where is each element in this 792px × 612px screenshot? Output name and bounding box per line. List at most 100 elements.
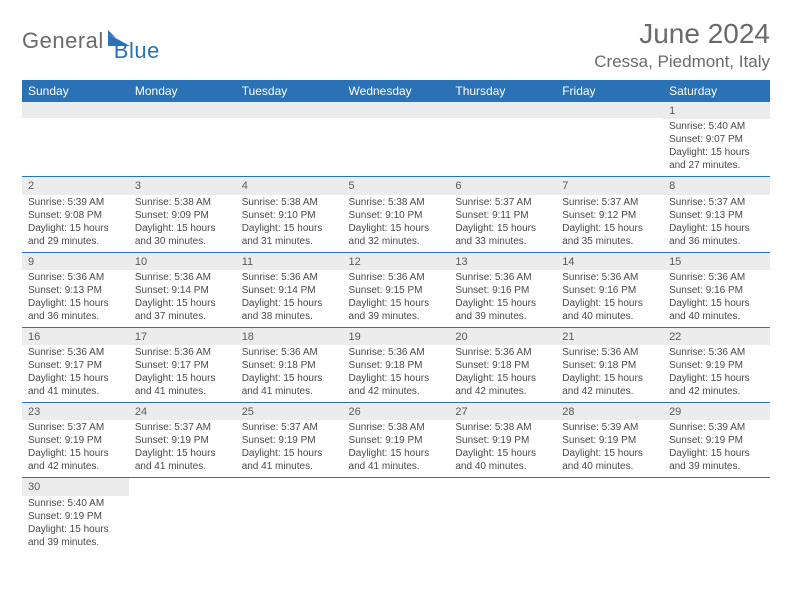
empty-daynum bbox=[22, 102, 129, 118]
daylight-line-2: and 27 minutes. bbox=[669, 159, 764, 172]
calendar-cell bbox=[343, 102, 450, 177]
sunrise-line: Sunrise: 5:36 AM bbox=[28, 271, 123, 284]
day-content: Sunrise: 5:38 AMSunset: 9:19 PMDaylight:… bbox=[343, 420, 450, 477]
sunrise-line: Sunrise: 5:39 AM bbox=[28, 196, 123, 209]
calendar-cell: 22Sunrise: 5:36 AMSunset: 9:19 PMDayligh… bbox=[663, 327, 770, 402]
sunrise-line: Sunrise: 5:36 AM bbox=[562, 271, 657, 284]
day-content: Sunrise: 5:37 AMSunset: 9:11 PMDaylight:… bbox=[449, 195, 556, 252]
weekday-header: Wednesday bbox=[343, 80, 450, 102]
daylight-line-1: Daylight: 15 hours bbox=[349, 372, 444, 385]
sunset-line: Sunset: 9:19 PM bbox=[669, 434, 764, 447]
empty-daynum bbox=[556, 102, 663, 118]
day-content: Sunrise: 5:36 AMSunset: 9:14 PMDaylight:… bbox=[129, 270, 236, 327]
daylight-line-1: Daylight: 15 hours bbox=[242, 222, 337, 235]
sunrise-line: Sunrise: 5:37 AM bbox=[28, 421, 123, 434]
sunrise-line: Sunrise: 5:36 AM bbox=[242, 346, 337, 359]
calendar-cell: 28Sunrise: 5:39 AMSunset: 9:19 PMDayligh… bbox=[556, 403, 663, 478]
sunrise-line: Sunrise: 5:36 AM bbox=[349, 346, 444, 359]
calendar-row: 23Sunrise: 5:37 AMSunset: 9:19 PMDayligh… bbox=[22, 403, 770, 478]
calendar-cell: 19Sunrise: 5:36 AMSunset: 9:18 PMDayligh… bbox=[343, 327, 450, 402]
daylight-line-2: and 41 minutes. bbox=[349, 460, 444, 473]
day-number: 20 bbox=[449, 328, 556, 345]
day-content: Sunrise: 5:40 AMSunset: 9:19 PMDaylight:… bbox=[22, 496, 129, 553]
sunset-line: Sunset: 9:19 PM bbox=[28, 510, 123, 523]
calendar-cell: 24Sunrise: 5:37 AMSunset: 9:19 PMDayligh… bbox=[129, 403, 236, 478]
empty-daynum bbox=[343, 102, 450, 118]
daylight-line-2: and 41 minutes. bbox=[28, 385, 123, 398]
sunset-line: Sunset: 9:19 PM bbox=[562, 434, 657, 447]
calendar-cell: 23Sunrise: 5:37 AMSunset: 9:19 PMDayligh… bbox=[22, 403, 129, 478]
daylight-line-1: Daylight: 15 hours bbox=[562, 447, 657, 460]
daylight-line-1: Daylight: 15 hours bbox=[669, 372, 764, 385]
day-number: 19 bbox=[343, 328, 450, 345]
calendar-row: 16Sunrise: 5:36 AMSunset: 9:17 PMDayligh… bbox=[22, 327, 770, 402]
day-content: Sunrise: 5:38 AMSunset: 9:19 PMDaylight:… bbox=[449, 420, 556, 477]
sunrise-line: Sunrise: 5:36 AM bbox=[669, 271, 764, 284]
day-number: 10 bbox=[129, 253, 236, 270]
daylight-line-2: and 39 minutes. bbox=[28, 536, 123, 549]
daylight-line-2: and 39 minutes. bbox=[349, 310, 444, 323]
calendar-cell: 6Sunrise: 5:37 AMSunset: 9:11 PMDaylight… bbox=[449, 177, 556, 252]
daylight-line-1: Daylight: 15 hours bbox=[562, 372, 657, 385]
calendar-cell bbox=[449, 102, 556, 177]
day-content: Sunrise: 5:39 AMSunset: 9:19 PMDaylight:… bbox=[663, 420, 770, 477]
calendar-row: 1Sunrise: 5:40 AMSunset: 9:07 PMDaylight… bbox=[22, 102, 770, 177]
day-content: Sunrise: 5:36 AMSunset: 9:18 PMDaylight:… bbox=[449, 345, 556, 402]
day-content: Sunrise: 5:36 AMSunset: 9:14 PMDaylight:… bbox=[236, 270, 343, 327]
daylight-line-1: Daylight: 15 hours bbox=[242, 372, 337, 385]
day-number: 9 bbox=[22, 253, 129, 270]
day-number: 23 bbox=[22, 403, 129, 420]
sunrise-line: Sunrise: 5:36 AM bbox=[455, 346, 550, 359]
daylight-line-2: and 30 minutes. bbox=[135, 235, 230, 248]
sunset-line: Sunset: 9:19 PM bbox=[135, 434, 230, 447]
daylight-line-2: and 41 minutes. bbox=[242, 460, 337, 473]
calendar-cell: 15Sunrise: 5:36 AMSunset: 9:16 PMDayligh… bbox=[663, 252, 770, 327]
day-number: 11 bbox=[236, 253, 343, 270]
calendar-cell bbox=[236, 478, 343, 553]
sunrise-line: Sunrise: 5:36 AM bbox=[242, 271, 337, 284]
daylight-line-2: and 33 minutes. bbox=[455, 235, 550, 248]
calendar-cell: 29Sunrise: 5:39 AMSunset: 9:19 PMDayligh… bbox=[663, 403, 770, 478]
sunset-line: Sunset: 9:19 PM bbox=[669, 359, 764, 372]
sunset-line: Sunset: 9:17 PM bbox=[135, 359, 230, 372]
sunset-line: Sunset: 9:10 PM bbox=[349, 209, 444, 222]
sunset-line: Sunset: 9:15 PM bbox=[349, 284, 444, 297]
calendar-cell: 25Sunrise: 5:37 AMSunset: 9:19 PMDayligh… bbox=[236, 403, 343, 478]
sunrise-line: Sunrise: 5:37 AM bbox=[562, 196, 657, 209]
day-content: Sunrise: 5:36 AMSunset: 9:13 PMDaylight:… bbox=[22, 270, 129, 327]
daylight-line-1: Daylight: 15 hours bbox=[28, 523, 123, 536]
daylight-line-1: Daylight: 15 hours bbox=[242, 447, 337, 460]
daylight-line-1: Daylight: 15 hours bbox=[135, 447, 230, 460]
day-content: Sunrise: 5:36 AMSunset: 9:18 PMDaylight:… bbox=[343, 345, 450, 402]
calendar-cell: 10Sunrise: 5:36 AMSunset: 9:14 PMDayligh… bbox=[129, 252, 236, 327]
calendar-cell bbox=[556, 478, 663, 553]
daylight-line-2: and 29 minutes. bbox=[28, 235, 123, 248]
sunset-line: Sunset: 9:07 PM bbox=[669, 133, 764, 146]
day-number: 21 bbox=[556, 328, 663, 345]
calendar-cell: 18Sunrise: 5:36 AMSunset: 9:18 PMDayligh… bbox=[236, 327, 343, 402]
day-content: Sunrise: 5:36 AMSunset: 9:16 PMDaylight:… bbox=[449, 270, 556, 327]
sunrise-line: Sunrise: 5:37 AM bbox=[669, 196, 764, 209]
sunrise-line: Sunrise: 5:38 AM bbox=[349, 421, 444, 434]
calendar-cell: 5Sunrise: 5:38 AMSunset: 9:10 PMDaylight… bbox=[343, 177, 450, 252]
day-content: Sunrise: 5:38 AMSunset: 9:10 PMDaylight:… bbox=[343, 195, 450, 252]
day-number: 28 bbox=[556, 403, 663, 420]
daylight-line-1: Daylight: 15 hours bbox=[349, 222, 444, 235]
daylight-line-1: Daylight: 15 hours bbox=[28, 297, 123, 310]
sunrise-line: Sunrise: 5:36 AM bbox=[349, 271, 444, 284]
day-content: Sunrise: 5:36 AMSunset: 9:15 PMDaylight:… bbox=[343, 270, 450, 327]
day-content: Sunrise: 5:36 AMSunset: 9:17 PMDaylight:… bbox=[22, 345, 129, 402]
sunrise-line: Sunrise: 5:38 AM bbox=[242, 196, 337, 209]
daylight-line-2: and 42 minutes. bbox=[349, 385, 444, 398]
calendar-cell: 16Sunrise: 5:36 AMSunset: 9:17 PMDayligh… bbox=[22, 327, 129, 402]
empty-daynum bbox=[449, 102, 556, 118]
day-number: 15 bbox=[663, 253, 770, 270]
sunset-line: Sunset: 9:12 PM bbox=[562, 209, 657, 222]
month-title: June 2024 bbox=[594, 18, 770, 50]
sunrise-line: Sunrise: 5:40 AM bbox=[669, 120, 764, 133]
day-content: Sunrise: 5:37 AMSunset: 9:19 PMDaylight:… bbox=[129, 420, 236, 477]
daylight-line-1: Daylight: 15 hours bbox=[562, 297, 657, 310]
day-number: 8 bbox=[663, 177, 770, 194]
day-number: 24 bbox=[129, 403, 236, 420]
calendar-cell: 14Sunrise: 5:36 AMSunset: 9:16 PMDayligh… bbox=[556, 252, 663, 327]
